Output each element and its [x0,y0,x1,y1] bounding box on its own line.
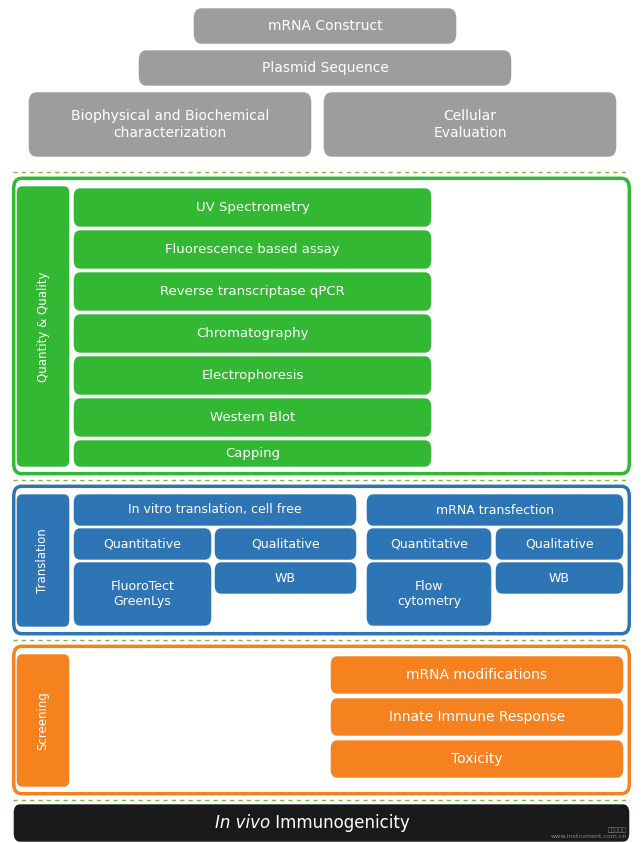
FancyBboxPatch shape [74,440,431,467]
FancyBboxPatch shape [74,529,212,560]
FancyBboxPatch shape [17,186,69,467]
Text: Quantity & Quality: Quantity & Quality [37,271,50,382]
FancyBboxPatch shape [74,272,431,311]
Text: Innate Immune Response: Innate Immune Response [389,710,565,724]
FancyBboxPatch shape [74,398,431,437]
FancyBboxPatch shape [17,494,69,626]
Text: Cellular
Evaluation: Cellular Evaluation [433,110,507,140]
Text: Electrophoresis: Electrophoresis [201,369,303,382]
FancyBboxPatch shape [74,562,212,626]
Text: mRNA modifications: mRNA modifications [406,668,547,682]
FancyBboxPatch shape [496,562,623,593]
Text: FluoroTect
GreenLys: FluoroTect GreenLys [111,580,174,608]
FancyBboxPatch shape [74,357,431,395]
FancyBboxPatch shape [367,494,623,526]
Text: mRNA Construct: mRNA Construct [267,19,383,33]
Text: Immunogenicity: Immunogenicity [270,814,410,832]
Text: Reverse transcriptase qPCR: Reverse transcriptase qPCR [160,285,345,298]
Text: Fluorescence based assay: Fluorescence based assay [165,243,340,256]
FancyBboxPatch shape [367,562,491,626]
Text: WB: WB [549,572,570,584]
Text: Capping: Capping [225,447,280,460]
Text: Chromatography: Chromatography [196,327,309,340]
Text: Screening: Screening [37,691,50,750]
FancyBboxPatch shape [14,179,629,474]
FancyBboxPatch shape [29,93,311,157]
Text: Toxicity: Toxicity [451,752,503,766]
Text: Biophysical and Biochemical
characterization: Biophysical and Biochemical characteriza… [71,110,269,140]
FancyBboxPatch shape [14,804,629,841]
FancyBboxPatch shape [215,529,356,560]
FancyBboxPatch shape [331,657,623,694]
Text: Western Blot: Western Blot [210,411,295,424]
FancyBboxPatch shape [323,93,616,157]
FancyBboxPatch shape [331,698,623,736]
Text: Qualitative: Qualitative [251,538,320,550]
FancyBboxPatch shape [367,529,491,560]
Text: WB: WB [275,572,296,584]
Text: Plasmid Sequence: Plasmid Sequence [262,61,388,75]
Text: mRNA transfection: mRNA transfection [436,503,554,517]
FancyBboxPatch shape [74,494,356,526]
Text: Quantitative: Quantitative [390,538,468,550]
FancyBboxPatch shape [215,562,356,593]
FancyBboxPatch shape [14,647,629,794]
FancyBboxPatch shape [74,188,431,227]
Text: Quantitative: Quantitative [104,538,181,550]
FancyBboxPatch shape [74,230,431,269]
FancyBboxPatch shape [17,654,69,787]
Text: UV Spectrometry: UV Spectrometry [195,201,309,214]
FancyBboxPatch shape [331,740,623,778]
FancyBboxPatch shape [194,8,457,44]
Text: 仪器信息网
www.instrument.com.cn: 仪器信息网 www.instrument.com.cn [550,827,627,839]
FancyBboxPatch shape [496,529,623,560]
FancyBboxPatch shape [14,486,629,634]
FancyBboxPatch shape [139,51,511,86]
Text: In vivo: In vivo [215,814,270,832]
FancyBboxPatch shape [74,314,431,352]
Text: Qualitative: Qualitative [525,538,594,550]
Text: In vitro translation, cell free: In vitro translation, cell free [128,503,302,517]
Text: Translation: Translation [37,528,50,593]
Text: Flow
cytometry: Flow cytometry [397,580,461,608]
